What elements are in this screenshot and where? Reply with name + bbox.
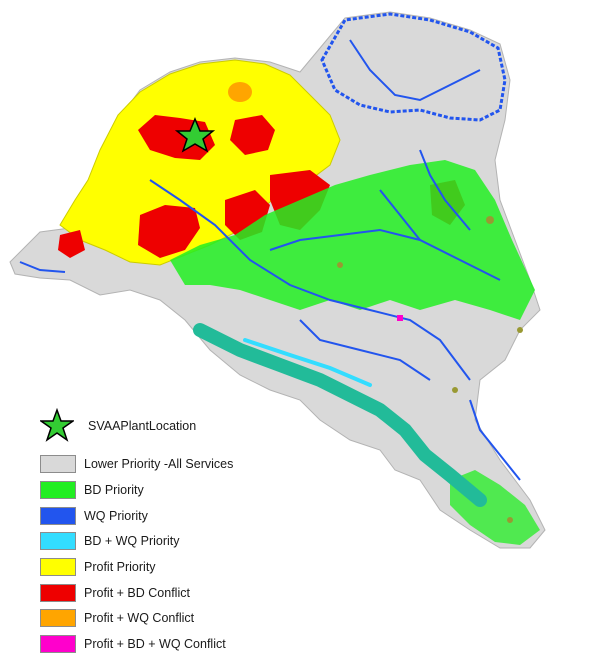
legend-label: Profit Priority <box>84 560 156 574</box>
legend-item-bd: BD Priority <box>40 480 144 500</box>
legend-swatch <box>40 455 76 473</box>
legend-swatch <box>40 609 76 627</box>
legend-label: Profit + BD Conflict <box>84 586 190 600</box>
legend-item-wq: WQ Priority <box>40 506 148 526</box>
plant-star-icon <box>174 117 216 153</box>
region-bd-wq <box>243 338 372 387</box>
region-profit-wq <box>228 82 252 102</box>
legend-swatch <box>40 481 76 499</box>
legend-swatch <box>40 558 76 576</box>
legend-swatch <box>40 635 76 653</box>
legend-label: Profit + BD + WQ Conflict <box>84 637 226 651</box>
legend-item-profit-bd: Profit + BD Conflict <box>40 583 190 603</box>
legend-label-plant: SVAAPlantLocation <box>88 419 197 433</box>
region-wq-northeast <box>320 12 507 122</box>
region-other <box>337 216 523 523</box>
legend-swatch <box>40 532 76 550</box>
stream-network <box>19 39 521 481</box>
legend-star-icon <box>40 408 74 442</box>
region-riparian <box>193 323 487 507</box>
legend-swatch <box>40 507 76 525</box>
legend-item-lower: Lower Priority -All Services <box>40 454 233 474</box>
legend-item-profit: Profit Priority <box>40 557 156 577</box>
legend-item-bd-wq: BD + WQ Priority <box>40 531 180 551</box>
legend-label: WQ Priority <box>84 509 148 523</box>
legend-label: BD + WQ Priority <box>84 534 180 548</box>
region-bd <box>170 160 535 320</box>
legend-swatch <box>40 584 76 602</box>
legend-item-profit-wq: Profit + WQ Conflict <box>40 608 194 628</box>
legend-label: Lower Priority -All Services <box>84 457 234 471</box>
legend-item-plant <box>40 408 74 442</box>
legend-label: Profit + WQ Conflict <box>84 611 195 625</box>
region-profit <box>59 59 341 266</box>
legend-label: BD Priority <box>84 483 144 497</box>
legend-item-profit-bd-wq: Profit + BD + WQ Conflict <box>40 634 226 654</box>
region-all-conflict <box>397 315 403 321</box>
